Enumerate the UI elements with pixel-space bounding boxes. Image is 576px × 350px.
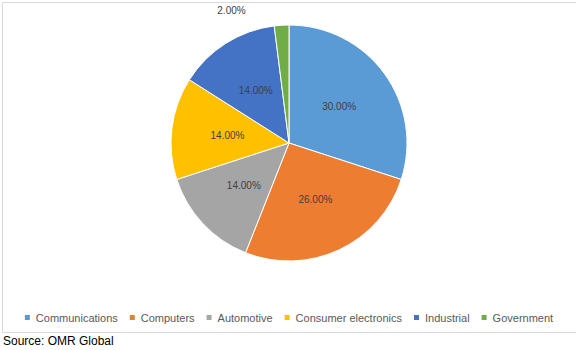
- svg-text:2.00%: 2.00%: [217, 5, 245, 16]
- svg-text:30.00%: 30.00%: [322, 101, 356, 112]
- svg-text:Source: OMR Global: Source: OMR Global: [3, 334, 114, 348]
- svg-text:14.00%: 14.00%: [239, 85, 273, 96]
- svg-text:Government: Government: [493, 312, 554, 324]
- svg-text:Automotive: Automotive: [218, 312, 273, 324]
- svg-text:14.00%: 14.00%: [211, 130, 245, 141]
- svg-text:26.00%: 26.00%: [298, 194, 332, 205]
- svg-text:Computers: Computers: [141, 312, 195, 324]
- svg-text:Consumer electronics: Consumer electronics: [296, 312, 403, 324]
- svg-text:14.00%: 14.00%: [227, 180, 261, 191]
- svg-text:Industrial: Industrial: [425, 312, 470, 324]
- svg-text:Communications: Communications: [36, 312, 118, 324]
